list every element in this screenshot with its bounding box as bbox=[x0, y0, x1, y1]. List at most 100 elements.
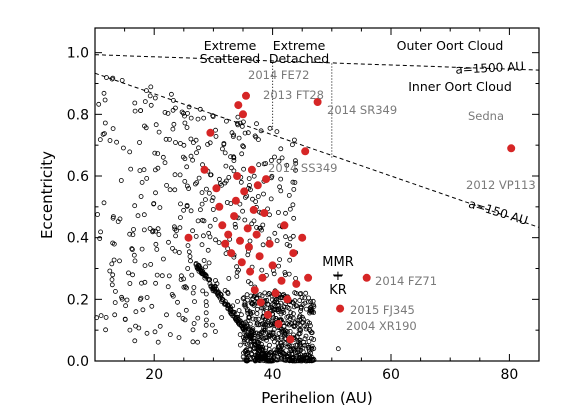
data-point bbox=[270, 333, 276, 339]
data-point bbox=[173, 140, 178, 145]
data-point bbox=[226, 174, 232, 180]
data-point bbox=[199, 190, 205, 196]
highlight-point bbox=[246, 267, 255, 276]
data-point bbox=[291, 186, 297, 192]
data-point bbox=[297, 340, 303, 346]
data-point bbox=[219, 182, 225, 188]
data-point bbox=[112, 300, 118, 306]
data-point bbox=[251, 338, 257, 344]
data-point bbox=[215, 292, 221, 298]
data-point bbox=[300, 316, 306, 322]
data-point bbox=[257, 337, 263, 343]
data-point bbox=[132, 338, 138, 344]
data-point bbox=[157, 323, 163, 329]
data-point bbox=[240, 143, 246, 149]
data-point bbox=[142, 263, 148, 269]
highlight-point bbox=[249, 205, 258, 214]
data-point bbox=[210, 207, 216, 212]
highlight-point bbox=[237, 258, 246, 267]
data-point bbox=[117, 216, 123, 222]
highlight-point bbox=[289, 249, 298, 258]
data-point bbox=[288, 314, 294, 320]
data-point bbox=[270, 330, 276, 336]
axis-layer: 20 40 60 80 0.0 0.2 0.4 0.6 0.8 1.0 bbox=[67, 28, 540, 383]
data-point bbox=[135, 213, 141, 219]
data-point bbox=[194, 180, 200, 186]
highlight-point bbox=[200, 165, 209, 174]
data-point bbox=[103, 314, 109, 320]
highlight-point bbox=[256, 298, 265, 307]
curves-layer bbox=[94, 54, 540, 276]
data-point bbox=[200, 288, 206, 294]
data-point bbox=[234, 121, 240, 126]
data-point bbox=[122, 317, 128, 322]
data-point bbox=[223, 118, 229, 124]
data-point bbox=[109, 277, 115, 283]
data-point bbox=[190, 157, 196, 163]
data-point bbox=[289, 299, 295, 305]
x-axis-label: Perihelion (AU) bbox=[261, 389, 373, 407]
data-point bbox=[203, 186, 209, 192]
data-point bbox=[291, 215, 297, 221]
data-point bbox=[148, 102, 154, 108]
data-point bbox=[170, 126, 176, 132]
data-point bbox=[247, 238, 253, 244]
data-point bbox=[250, 326, 256, 332]
data-point bbox=[109, 261, 115, 267]
data-point bbox=[162, 160, 168, 166]
data-point bbox=[188, 153, 194, 159]
data-point bbox=[206, 190, 212, 196]
data-point bbox=[297, 298, 303, 303]
data-point bbox=[290, 357, 296, 363]
object-label-2015-fj345: 2015 FJ345 bbox=[350, 303, 415, 317]
data-point bbox=[127, 281, 133, 286]
data-point bbox=[274, 238, 280, 244]
data-point bbox=[251, 294, 257, 300]
highlight-point bbox=[215, 202, 224, 211]
data-point bbox=[103, 327, 108, 333]
data-point bbox=[241, 166, 247, 172]
highlight-point bbox=[271, 289, 280, 298]
data-point bbox=[209, 322, 215, 328]
data-point bbox=[276, 344, 282, 350]
object-label-2014-ss349: 2014 SS349 bbox=[268, 161, 337, 175]
data-point bbox=[219, 296, 225, 302]
data-point bbox=[239, 151, 245, 157]
data-point bbox=[172, 172, 178, 178]
highlight-point bbox=[253, 181, 262, 190]
data-point bbox=[154, 272, 160, 278]
data-point bbox=[109, 282, 115, 288]
data-point bbox=[107, 138, 113, 143]
data-point bbox=[261, 304, 267, 310]
data-point bbox=[287, 346, 293, 352]
data-point bbox=[225, 291, 231, 296]
data-point bbox=[172, 226, 178, 232]
data-point bbox=[275, 335, 281, 341]
data-point bbox=[254, 306, 260, 312]
object-label-2014-sr349: 2014 SR349 bbox=[327, 103, 397, 117]
object-label-2012-vp113: 2012 VP113 bbox=[466, 178, 536, 192]
data-point bbox=[302, 353, 308, 358]
data-point bbox=[172, 187, 178, 193]
data-point bbox=[236, 135, 242, 141]
data-point bbox=[123, 303, 128, 309]
data-point bbox=[256, 162, 262, 168]
data-point bbox=[141, 227, 147, 233]
data-point bbox=[280, 307, 286, 313]
label-extreme-scattered-1: Extreme bbox=[204, 38, 257, 53]
highlight-point bbox=[243, 224, 252, 233]
data-point bbox=[278, 311, 284, 317]
object-label-2004-xr190: 2004 XR190 bbox=[346, 319, 417, 333]
data-point bbox=[199, 268, 205, 274]
data-point bbox=[176, 335, 182, 341]
data-point bbox=[232, 221, 238, 227]
data-point bbox=[191, 321, 197, 326]
highlight-point bbox=[262, 175, 271, 184]
object-label-2014-fz71: 2014 FZ71 bbox=[375, 274, 437, 288]
data-point bbox=[178, 273, 184, 279]
data-point bbox=[152, 150, 158, 156]
data-point bbox=[212, 329, 218, 334]
data-point bbox=[209, 198, 215, 204]
data-point bbox=[302, 336, 308, 342]
data-point bbox=[192, 181, 198, 187]
